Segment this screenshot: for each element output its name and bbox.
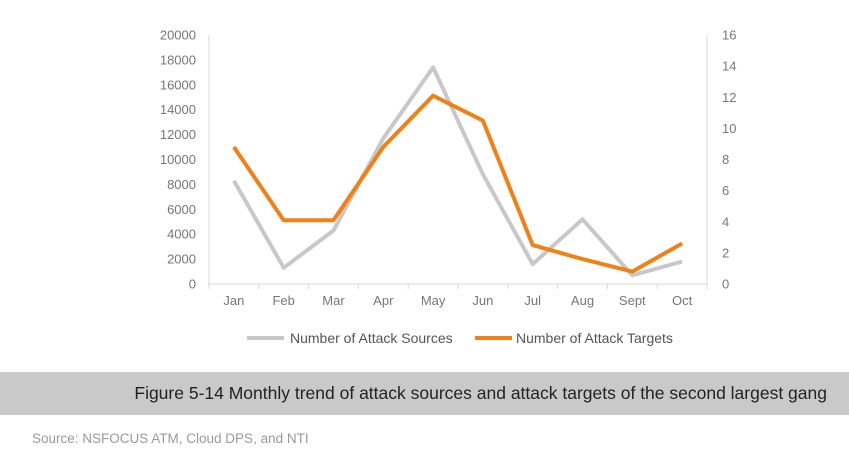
legend-label: Number of Attack Targets [516, 330, 673, 346]
series-lines [232, 65, 684, 278]
right-tick-label: 16 [722, 28, 736, 43]
series-line-number-of-attack-sources [232, 65, 683, 278]
x-tick-label: Jun [472, 293, 493, 308]
x-tick-label: Feb [272, 293, 294, 308]
x-axis-ticks: Jan Feb Mar Apr May Jun Jul Aug Sept Oct [223, 293, 692, 308]
left-tick-label: 6000 [167, 202, 196, 217]
right-tick-label: 0 [722, 277, 729, 292]
right-tick-label: 4 [722, 214, 729, 229]
right-tick-label: 12 [722, 90, 736, 105]
left-tick-label: 4000 [167, 227, 196, 242]
left-tick-label: 10000 [160, 152, 196, 167]
left-tick-label: 14000 [160, 102, 196, 117]
x-tick-label: Oct [672, 293, 693, 308]
x-tick-label: Mar [322, 293, 345, 308]
legend: Number of Attack Sources Number of Attack… [247, 330, 673, 346]
series-line-number-of-attack-targets [232, 93, 684, 274]
left-tick-label: 12000 [160, 127, 196, 142]
legend-label: Number of Attack Sources [290, 330, 453, 346]
left-tick-label: 16000 [160, 77, 196, 92]
left-tick-label: 0 [189, 277, 196, 292]
chart-axes [208, 35, 708, 289]
left-tick-label: 2000 [167, 252, 196, 267]
x-tick-label: May [421, 293, 446, 308]
right-tick-label: 6 [722, 183, 729, 198]
right-tick-label: 14 [722, 59, 736, 74]
right-tick-label: 2 [722, 245, 729, 260]
left-tick-label: 20000 [160, 28, 196, 43]
figure-caption: Figure 5-14 Monthly trend of attack sour… [134, 383, 827, 403]
line-chart: 0 2000 4000 6000 8000 10000 12000 14000 16000 180… [160, 28, 737, 347]
x-tick-label: Jul [524, 293, 541, 308]
x-tick-label: Aug [571, 293, 594, 308]
left-tick-label: 8000 [167, 177, 196, 192]
x-tick-label: Sept [619, 293, 646, 308]
left-axis-ticks: 0 2000 4000 6000 8000 10000 12000 14000 16000 180… [160, 28, 196, 292]
right-tick-label: 10 [722, 121, 736, 136]
figure-caption-bar: Figure 5-14 Monthly trend of attack sour… [0, 372, 849, 415]
x-tick-label: Jan [223, 293, 244, 308]
right-axis-ticks: 0 2 4 6 8 10 12 14 16 [722, 28, 736, 292]
x-tick-label: Apr [373, 293, 394, 308]
source-note: Source: NSFOCUS ATM, Cloud DPS, and NTI [32, 431, 309, 446]
right-tick-label: 8 [722, 152, 729, 167]
left-tick-label: 18000 [160, 52, 196, 67]
